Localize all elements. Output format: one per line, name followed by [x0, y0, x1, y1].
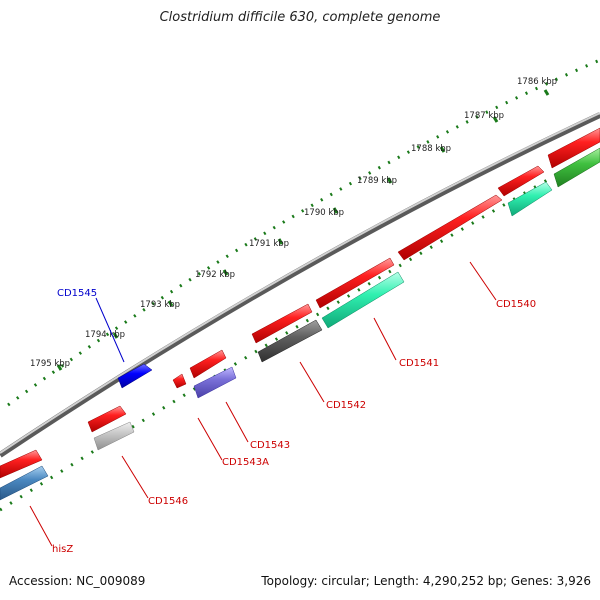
reverse-strand-genes	[0, 147, 600, 501]
gene-reverse-green	[553, 147, 600, 188]
gene-label-cd1541: CD1541	[399, 358, 439, 369]
gene-cd1543-feature	[189, 349, 227, 379]
gene-forward-c	[315, 257, 395, 309]
gene-labels: CD1540 CD1541 CD1542 CD1543 CD1543A CD15…	[52, 288, 536, 555]
gene-label-cd1540: CD1540	[496, 299, 536, 310]
gene-forward-a	[497, 165, 545, 197]
tick-label-1794: 1794 kbp	[85, 330, 125, 340]
gene-hisz-feature	[0, 465, 49, 501]
gene-forward-f	[0, 449, 43, 479]
accession-text: Accession: NC_009089	[9, 574, 146, 588]
tick-label-1793: 1793 kbp	[140, 300, 180, 310]
topology-text: Topology: circular; Length: 4,290,252 bp…	[261, 574, 591, 588]
outer-major-ticks	[56, 89, 550, 371]
gene-label-hisz: hisZ	[52, 544, 73, 555]
gene-label-cd1546: CD1546	[148, 496, 188, 507]
tick-labels: 1786 kbp 1787 kbp 1788 kbp 1789 kbp 1790…	[30, 77, 557, 369]
gene-label-cd1543: CD1543	[250, 440, 290, 451]
tick-label-1788: 1788 kbp	[411, 144, 451, 154]
gene-cd1546-feature	[93, 421, 135, 451]
tick-label-1790: 1790 kbp	[304, 208, 344, 218]
gene-forward-e	[87, 405, 127, 433]
gene-label-cd1542: CD1542	[326, 400, 366, 411]
gene-label-cd1543a: CD1543A	[222, 457, 269, 468]
gene-reverse-purple	[193, 366, 237, 399]
gene-forward-d	[251, 303, 313, 344]
tick-label-1795: 1795 kbp	[30, 359, 70, 369]
label-leaders	[29, 261, 497, 547]
gene-reverse-teal-b	[507, 181, 553, 217]
outer-tick-ring	[7, 58, 600, 407]
gene-cd1545-feature	[117, 363, 153, 389]
gene-cd1540-feature	[397, 194, 503, 261]
tick-label-1791: 1791 kbp	[249, 239, 289, 249]
gene-forward-b	[547, 127, 600, 169]
gene-label-cd1545: CD1545	[57, 288, 97, 299]
tick-label-1786: 1786 kbp	[517, 77, 557, 87]
tick-label-1789: 1789 kbp	[357, 176, 397, 186]
inner-tick-ring	[0, 148, 600, 512]
gene-cd1542-feature	[257, 319, 323, 363]
tick-label-1792: 1792 kbp	[195, 270, 235, 280]
gene-cd1541-feature	[321, 271, 405, 329]
forward-strand-genes	[0, 127, 600, 479]
genome-backbone	[0, 112, 600, 458]
map-title: Clostridium difficile 630, complete geno…	[159, 10, 441, 25]
tick-label-1787: 1787 kbp	[464, 111, 504, 121]
genome-backbone-highlight	[0, 112, 600, 454]
gene-cd1543a-feature	[172, 373, 187, 389]
